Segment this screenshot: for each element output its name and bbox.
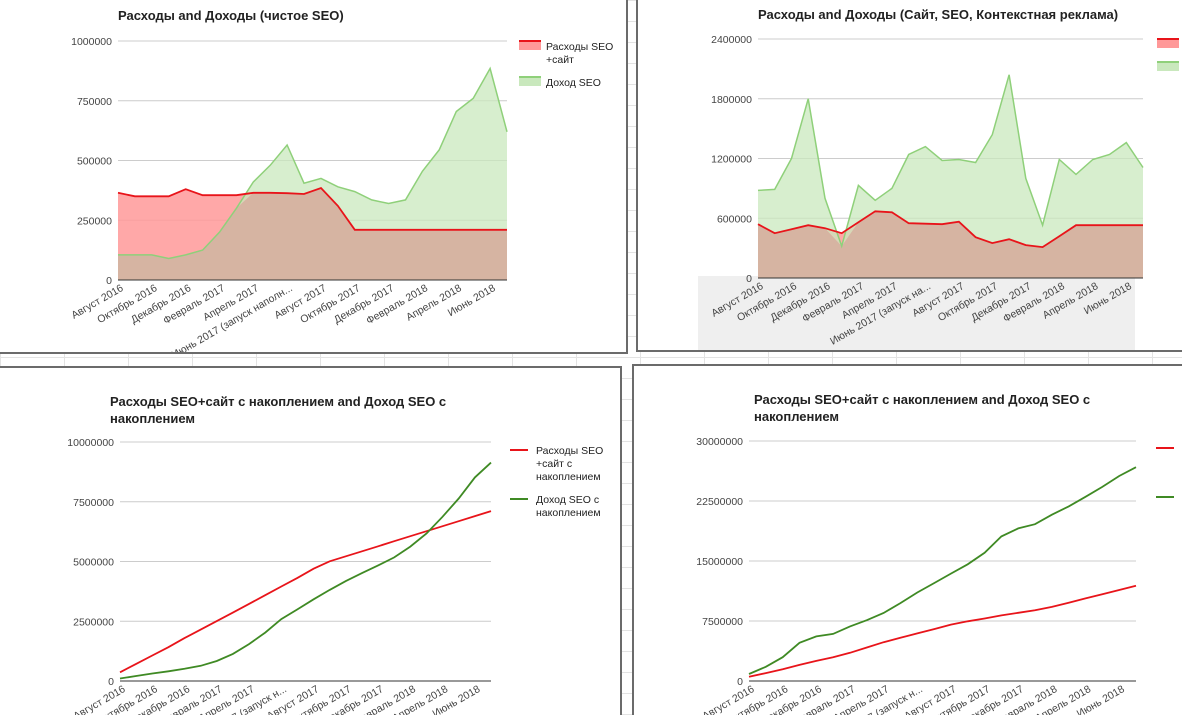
chart-3-panel[interactable]: Расходы SEO+сайт с накоплением and Доход… xyxy=(0,366,622,715)
legend-label: накоплением xyxy=(536,507,601,519)
y-tick-label: 7500000 xyxy=(73,497,114,509)
legend-swatch xyxy=(1157,62,1179,71)
expense-cumulative-line xyxy=(748,584,1137,678)
income-line xyxy=(118,66,508,260)
chart-4-svg: Расходы SEO+сайт с накоплением and Доход… xyxy=(696,392,1174,715)
chart-title: накоплением xyxy=(754,409,839,424)
chart-title: Расходы SEO+сайт с накоплением and Доход… xyxy=(110,394,446,409)
chart-title: Расходы and Доходы (чистое SEO) xyxy=(118,8,344,23)
chart-2-svg: Расходы and Доходы (Сайт, SEO, Контекстн… xyxy=(698,7,1179,350)
y-tick-label: 30000000 xyxy=(696,436,743,448)
chart-title: накоплением xyxy=(110,411,195,426)
y-tick-label: 1800000 xyxy=(711,94,752,106)
legend-swatch xyxy=(519,41,541,50)
legend-label: Доход SEO с xyxy=(536,494,599,506)
y-tick-label: 0 xyxy=(737,676,743,688)
expense-cumulative-line xyxy=(119,510,492,674)
y-tick-label: 250000 xyxy=(77,215,112,227)
y-tick-label: 600000 xyxy=(717,213,752,225)
y-tick-label: 2400000 xyxy=(711,34,752,46)
y-tick-label: 0 xyxy=(108,676,114,688)
y-tick-label: 5000000 xyxy=(73,557,114,569)
income-cumulative-line xyxy=(119,461,492,680)
chart-4-panel[interactable]: Расходы SEO+сайт с накоплением and Доход… xyxy=(632,364,1182,715)
axis-label-area-shade xyxy=(698,276,1135,350)
chart-1-panel[interactable]: Расходы and Доходы (чистое SEO) 0 250000 50… xyxy=(0,0,628,354)
income-cumulative-line xyxy=(748,466,1137,675)
legend-swatch xyxy=(519,77,541,86)
y-tick-label: 7500000 xyxy=(702,616,743,628)
y-tick-label: 10000000 xyxy=(67,437,114,449)
overlap-area xyxy=(758,211,1143,278)
y-tick-label: 0 xyxy=(106,275,112,287)
income-area xyxy=(758,74,1143,278)
legend-swatch xyxy=(1157,39,1179,48)
overlap-area xyxy=(118,188,507,280)
chart-3-svg: Расходы SEO+сайт с накоплением and Доход… xyxy=(67,394,603,715)
y-tick-label: 1000000 xyxy=(71,36,112,48)
expense-line xyxy=(117,186,507,231)
legend-label: Расходы SEO xyxy=(546,41,613,53)
legend-label: Доход SEO xyxy=(546,77,601,89)
y-tick-label: 22500000 xyxy=(696,496,743,508)
chart-2-panel[interactable]: Расходы and Доходы (Сайт, SEO, Контекстн… xyxy=(636,0,1182,352)
chart-title: Расходы SEO+сайт с накоплением and Доход… xyxy=(754,392,1090,407)
y-tick-label: 2500000 xyxy=(73,616,114,628)
chart-title: Расходы and Доходы (Сайт, SEO, Контекстн… xyxy=(758,7,1118,22)
income-line xyxy=(757,74,1144,249)
legend-label: Расходы SEO xyxy=(536,445,603,457)
y-tick-label: 15000000 xyxy=(696,556,743,568)
expense-line xyxy=(757,210,1143,249)
y-tick-label: 1200000 xyxy=(711,154,752,166)
income-area xyxy=(118,68,507,280)
legend-label: +сайт с xyxy=(536,458,572,470)
legend-label: накоплением xyxy=(536,471,601,483)
y-tick-label: 750000 xyxy=(77,96,112,108)
y-tick-label: 0 xyxy=(746,273,752,285)
legend-label: +сайт xyxy=(546,54,574,66)
y-tick-label: 500000 xyxy=(77,156,112,168)
chart-1-svg: Расходы and Доходы (чистое SEO) 0 250000 50… xyxy=(69,8,613,352)
